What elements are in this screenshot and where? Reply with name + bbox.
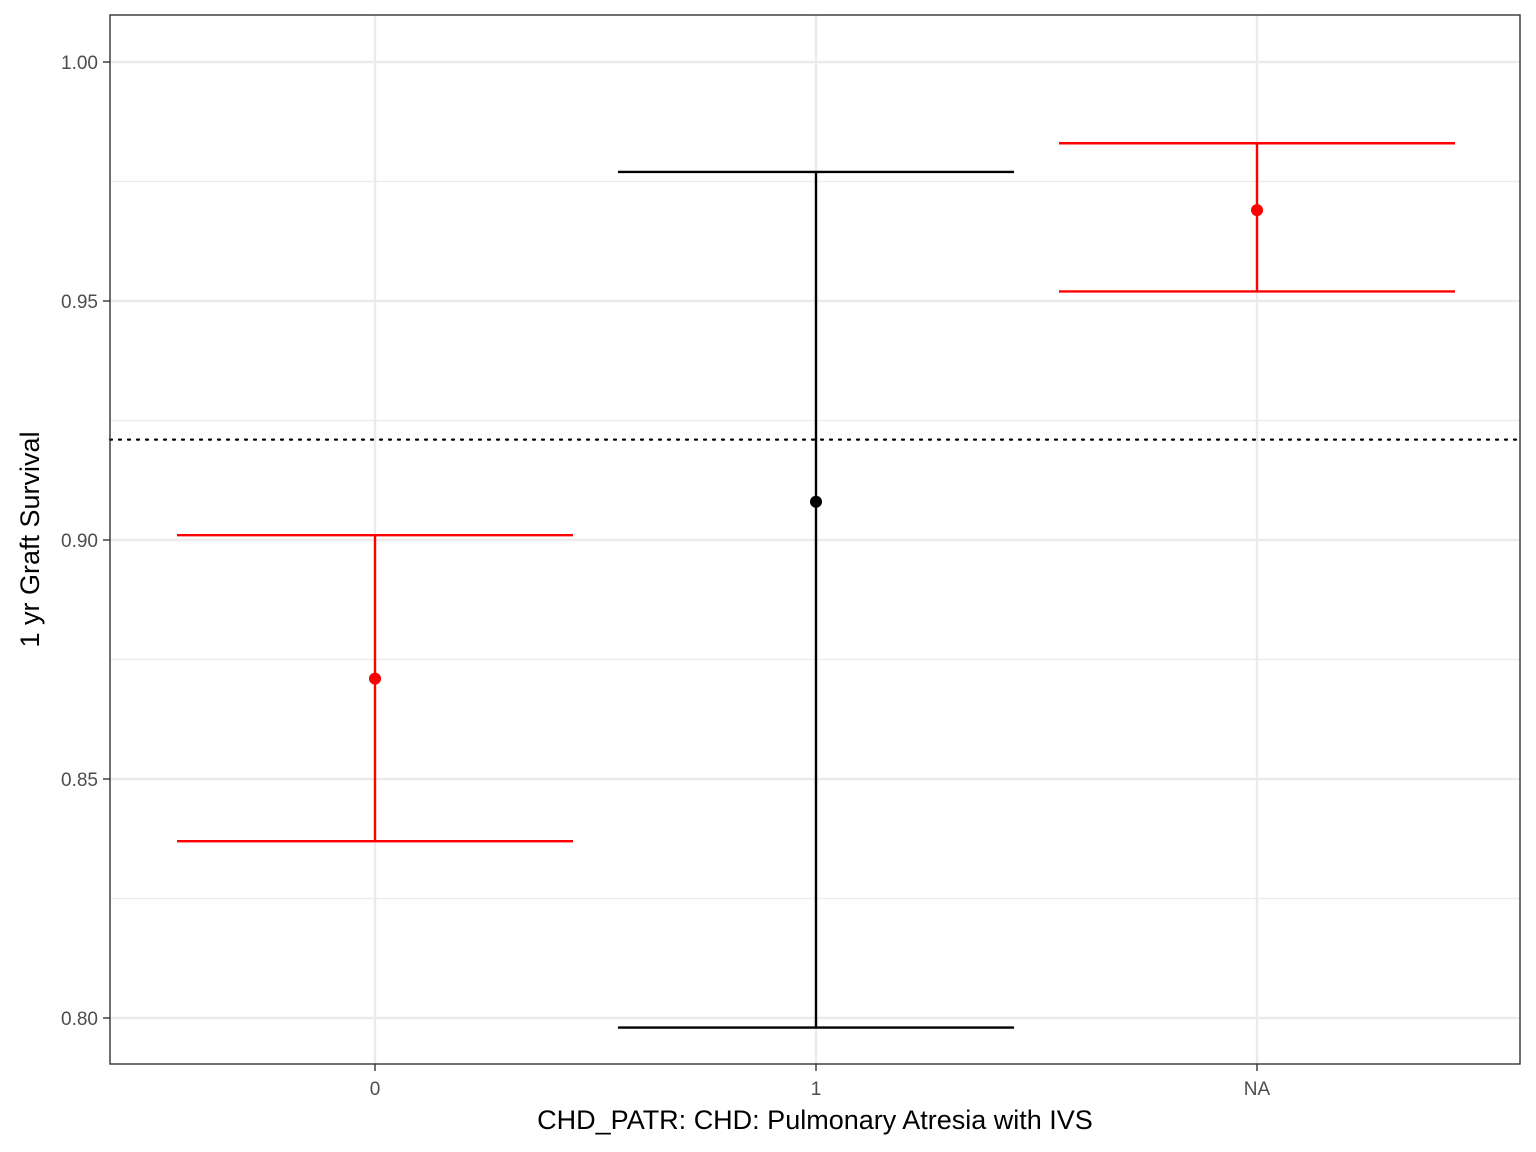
error-bar-marks — [177, 142, 1455, 1029]
x-axis-title: CHD_PATR: CHD: Pulmonary Atresia with IV… — [537, 1105, 1093, 1135]
x-tick-label: 0 — [370, 1079, 381, 1100]
x-tick-label: NA — [1244, 1079, 1271, 1100]
y-tick-label: 1.00 — [61, 53, 98, 74]
y-tick-label: 0.80 — [61, 1009, 98, 1030]
point-estimate-0 — [369, 672, 381, 685]
y-tick-label: 0.95 — [61, 292, 98, 313]
y-tick-label: 0.90 — [61, 531, 98, 552]
y-axis-title: 1 yr Graft Survival — [15, 431, 45, 647]
y-tick-label: 0.85 — [61, 770, 98, 791]
y-axis: 0.80 0.85 0.90 0.95 1.00 — [61, 53, 110, 1030]
point-estimate-1 — [810, 495, 822, 508]
x-tick-label: 1 — [811, 1079, 822, 1100]
point-estimate-NA — [1251, 204, 1263, 217]
x-axis: 0 1 NA — [370, 1064, 1271, 1100]
